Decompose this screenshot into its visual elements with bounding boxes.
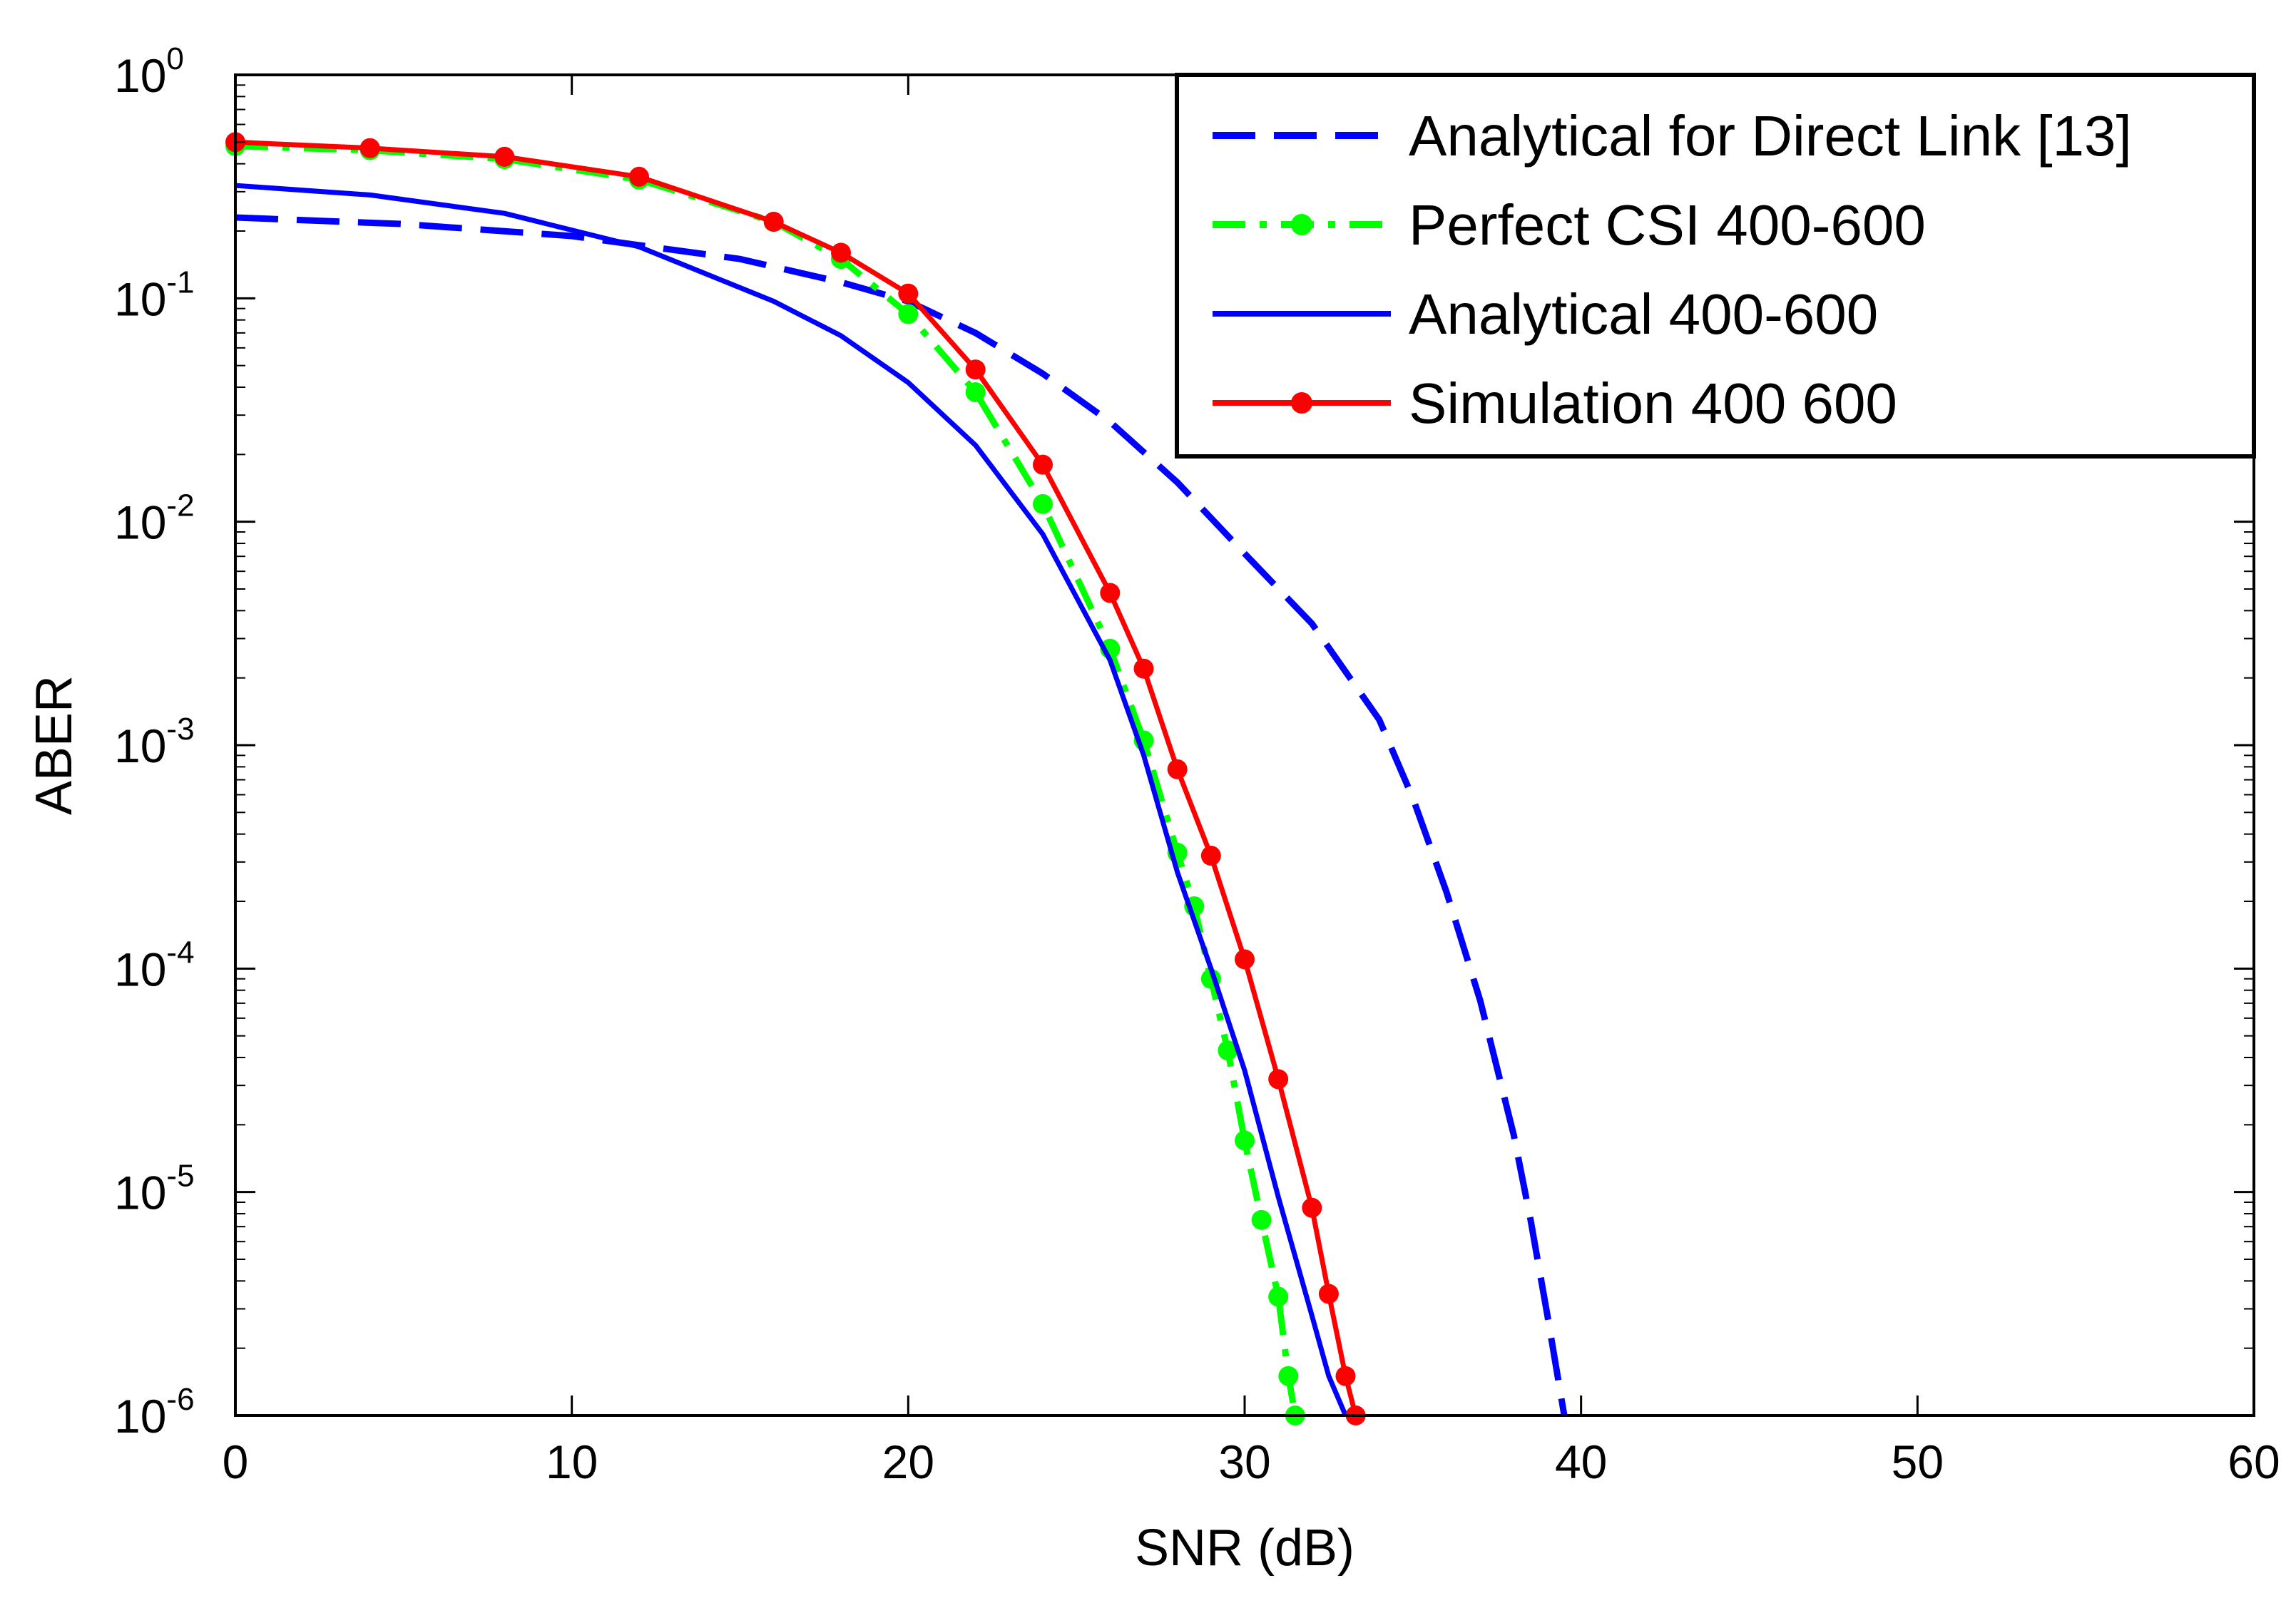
- y-tick-exponent: -1: [166, 265, 194, 299]
- data-point: [1133, 658, 1154, 679]
- data-point: [1100, 583, 1121, 603]
- data-point: [1218, 1040, 1238, 1061]
- series-line: [235, 214, 1568, 1416]
- y-tick-label: 10-4: [114, 935, 195, 995]
- series-layer: [225, 132, 1568, 1425]
- data-point: [965, 382, 986, 403]
- legend-label: Simulation 400 600: [1409, 372, 1897, 435]
- legend-swatch-marker: [1291, 392, 1312, 414]
- x-tick-label: 30: [1218, 1435, 1270, 1488]
- data-point: [1318, 1284, 1339, 1304]
- x-tick-label: 60: [2228, 1435, 2280, 1488]
- y-tick-base: 10: [114, 496, 166, 549]
- data-point: [1268, 1286, 1289, 1307]
- ticks-layer: [234, 73, 2255, 1417]
- data-point: [494, 146, 515, 167]
- y-tick-exponent: -3: [166, 712, 194, 747]
- series-0: [235, 214, 1568, 1416]
- y-tick-base: 10: [114, 1390, 166, 1443]
- y-tick-label: 10-5: [114, 1159, 195, 1219]
- y-tick-base: 10: [114, 49, 166, 102]
- data-point: [1302, 1197, 1322, 1218]
- x-tick-label: 50: [1892, 1435, 1944, 1488]
- y-tick-label: 10-6: [114, 1382, 195, 1443]
- y-tick-exponent: -5: [166, 1159, 194, 1194]
- x-tick-label: 0: [223, 1435, 249, 1488]
- data-point: [1167, 759, 1188, 779]
- y-tick-base: 10: [114, 1167, 166, 1219]
- data-point: [1235, 1130, 1255, 1151]
- y-tick-base: 10: [114, 272, 166, 325]
- series-3: [225, 132, 1366, 1425]
- y-axis-label: ABER: [26, 675, 83, 815]
- data-point: [629, 166, 649, 187]
- legend-label: Analytical 400-600: [1409, 282, 1878, 346]
- x-tick-label: 10: [546, 1435, 598, 1488]
- y-tick-exponent: -2: [166, 488, 194, 523]
- legend-swatch-marker: [1291, 214, 1312, 235]
- y-tick-exponent: -4: [166, 935, 194, 970]
- data-point: [898, 304, 919, 324]
- data-point: [1033, 454, 1053, 475]
- y-tick-label: 10-3: [114, 712, 195, 772]
- data-point: [965, 359, 986, 380]
- x-tick-label: 40: [1555, 1435, 1607, 1488]
- data-point: [831, 242, 851, 263]
- data-point: [1251, 1209, 1272, 1230]
- data-point: [1200, 846, 1221, 866]
- y-tick-label: 100: [114, 41, 184, 102]
- y-tick-base: 10: [114, 943, 166, 995]
- legend: Analytical for Direct Link [13] Perfect C…: [1175, 73, 2256, 459]
- y-tick-label: 10-1: [114, 265, 195, 325]
- data-point: [1235, 949, 1255, 970]
- data-point: [1278, 1366, 1299, 1386]
- legend-label: Perfect CSI 400-600: [1409, 193, 1926, 257]
- series-line: [235, 183, 1348, 1417]
- data-point: [1033, 493, 1053, 514]
- x-axis-label: SNR (dB): [1135, 1520, 1354, 1577]
- x-tick-label: 20: [882, 1435, 934, 1488]
- data-point: [1268, 1069, 1289, 1090]
- data-point: [359, 138, 380, 158]
- y-tick-base: 10: [114, 719, 166, 772]
- data-point: [763, 212, 784, 232]
- data-point: [1335, 1366, 1356, 1386]
- legend-label: Analytical for Direct Link [13]: [1409, 104, 2132, 168]
- data-point: [898, 283, 919, 304]
- y-tick-label: 10-2: [114, 488, 195, 549]
- y-tick-exponent: -6: [166, 1382, 194, 1417]
- series-2: [235, 183, 1348, 1417]
- y-tick-exponent: 0: [166, 41, 183, 76]
